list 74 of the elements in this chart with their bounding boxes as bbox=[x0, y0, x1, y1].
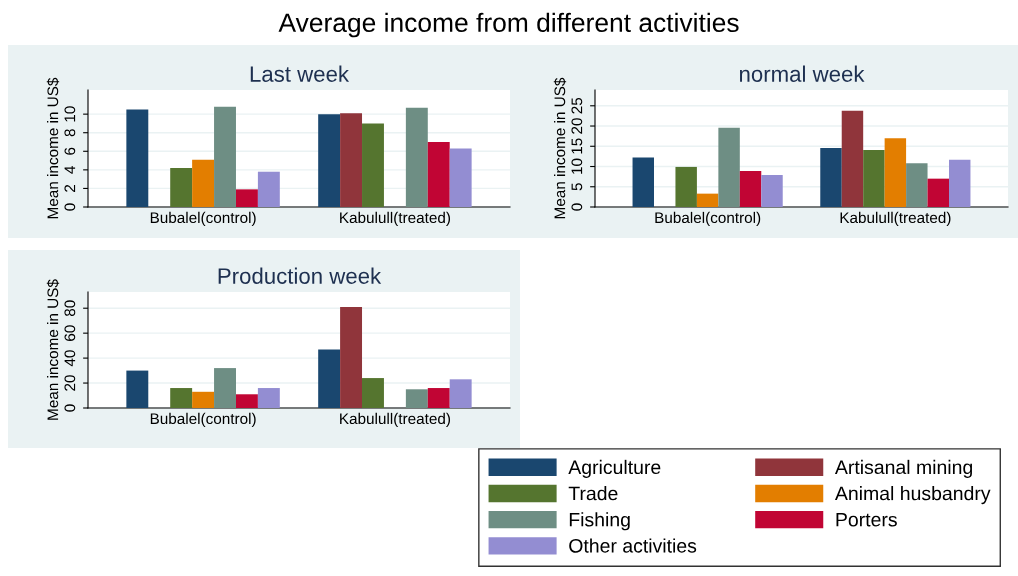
bar bbox=[949, 159, 971, 207]
text: Average income from different activities bbox=[278, 12, 739, 38]
y-tick-label: 20 bbox=[571, 118, 583, 134]
y-axis-title: Mean income in US$ bbox=[553, 77, 567, 219]
bar bbox=[362, 378, 384, 408]
bar bbox=[235, 394, 258, 408]
bar bbox=[696, 193, 719, 207]
x-tick-label: Kabulull(treated) bbox=[340, 211, 451, 227]
chart-title: Last week bbox=[250, 65, 350, 82]
bar bbox=[841, 110, 864, 207]
bar bbox=[405, 389, 428, 408]
legend-label: Agriculture bbox=[568, 459, 661, 478]
bar bbox=[906, 163, 928, 207]
bar bbox=[318, 349, 341, 408]
bar bbox=[632, 157, 654, 207]
y-tick-label: 10 bbox=[571, 158, 583, 174]
bar bbox=[340, 306, 363, 408]
bar bbox=[675, 166, 697, 207]
bar bbox=[405, 107, 428, 207]
bar bbox=[761, 175, 783, 207]
y-tick-label: 40 bbox=[64, 350, 76, 367]
bar bbox=[214, 368, 236, 408]
bar bbox=[863, 149, 885, 207]
y-axis-title: Mean income in US$ bbox=[46, 77, 60, 219]
bar bbox=[427, 388, 450, 408]
y-tick-label: 15 bbox=[571, 138, 583, 154]
x-tick-label: Bubalel(control) bbox=[655, 211, 761, 227]
bar bbox=[739, 170, 762, 207]
y-tick-label: 20 bbox=[64, 375, 76, 391]
bar bbox=[170, 168, 193, 207]
legend-label: Animal husbandry bbox=[834, 486, 991, 505]
y-tick-label: 2 bbox=[64, 184, 76, 192]
y-tick-label: 10 bbox=[64, 106, 76, 122]
y-tick-label: 80 bbox=[64, 300, 76, 317]
bar bbox=[192, 159, 215, 207]
legend-label: Artisanal mining bbox=[834, 459, 972, 478]
x-tick-label: Kabulull(treated) bbox=[340, 412, 451, 428]
y-tick-label: 0 bbox=[64, 203, 76, 211]
bar bbox=[449, 148, 472, 207]
y-tick-label: 0 bbox=[64, 404, 76, 412]
y-tick-label: 0 bbox=[571, 203, 583, 211]
bar bbox=[820, 147, 842, 207]
legend-label: Porters bbox=[836, 512, 897, 527]
y-tick-label: 8 bbox=[64, 129, 76, 137]
x-tick-label: Bubalel(control) bbox=[150, 412, 256, 428]
bar bbox=[170, 388, 193, 408]
x-tick-label: Bubalel(control) bbox=[150, 211, 256, 227]
bar bbox=[449, 379, 472, 408]
bar bbox=[427, 142, 450, 207]
bar bbox=[318, 114, 341, 207]
y-tick-label: 5 bbox=[571, 183, 583, 191]
y-axis-title: Mean income in US$ bbox=[46, 279, 60, 420]
y-tick-label: 25 bbox=[571, 97, 583, 114]
bar bbox=[362, 123, 384, 207]
bar bbox=[927, 178, 949, 207]
bar bbox=[214, 106, 236, 207]
legend-label: Trade bbox=[568, 486, 618, 501]
bar bbox=[718, 127, 740, 207]
chart-title: Production week bbox=[218, 267, 382, 284]
bar bbox=[340, 113, 363, 207]
bar bbox=[257, 388, 280, 408]
legend-label: Fishing bbox=[569, 512, 630, 531]
bar bbox=[884, 138, 907, 207]
bar bbox=[235, 189, 258, 207]
x-tick-label: Kabulull(treated) bbox=[840, 211, 951, 227]
bar bbox=[126, 109, 149, 207]
chart-title: normal week bbox=[739, 65, 865, 82]
y-tick-label: 4 bbox=[64, 166, 76, 174]
bar bbox=[126, 370, 149, 408]
y-tick-label: 6 bbox=[64, 147, 76, 155]
bar bbox=[257, 171, 280, 207]
y-tick-label: 60 bbox=[64, 325, 76, 341]
legend-label: Other activities bbox=[569, 538, 697, 553]
bar bbox=[192, 391, 215, 408]
